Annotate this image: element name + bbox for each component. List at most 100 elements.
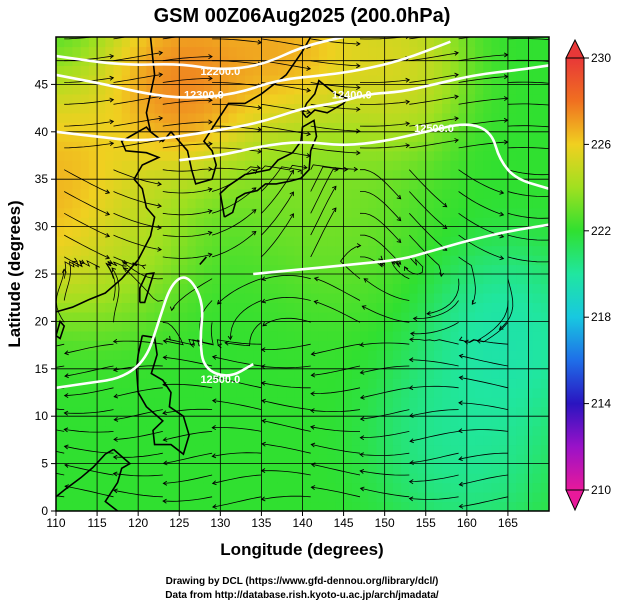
heat-cell — [327, 321, 336, 332]
heat-cell — [499, 302, 509, 313]
heat-cell — [384, 283, 394, 294]
streamline-arrow — [208, 75, 213, 81]
heat-cell — [499, 463, 509, 474]
heat-cell — [121, 492, 131, 503]
heat-cell — [236, 435, 246, 446]
heat-cell — [72, 160, 82, 171]
heat-cell — [540, 444, 549, 455]
heat-cell — [105, 349, 115, 360]
streamline-arrow — [207, 187, 213, 193]
heat-cell — [310, 454, 320, 465]
heat-cell — [466, 283, 476, 294]
streamline — [261, 343, 311, 350]
heat-cell — [466, 340, 476, 351]
heat-cell — [376, 416, 386, 427]
streamline-arrow — [553, 172, 557, 176]
heat-cell — [253, 463, 263, 474]
heat-cell — [540, 103, 549, 114]
heat-cell — [236, 444, 246, 455]
heat-cell — [203, 122, 213, 133]
heat-cell — [138, 236, 147, 247]
heat-cell — [450, 93, 460, 104]
heat-cell — [318, 112, 328, 123]
heat-cell — [64, 74, 74, 85]
heat-cell — [294, 84, 304, 95]
heat-cell — [286, 492, 295, 503]
heat-cell — [253, 473, 263, 484]
streamline — [262, 317, 311, 327]
heat-cell — [80, 169, 90, 180]
heat-cell — [302, 274, 312, 285]
heat-cell — [433, 141, 443, 152]
heat-cell — [491, 217, 501, 228]
heat-cell — [425, 226, 435, 237]
streamline — [360, 431, 410, 438]
heat-cell — [368, 340, 378, 351]
heat-cell — [351, 283, 361, 294]
heat-cell — [384, 302, 394, 313]
streamline-arrow — [157, 225, 162, 231]
streamline — [409, 213, 447, 251]
heat-cell — [516, 349, 525, 360]
heat-cell — [401, 207, 410, 218]
heat-cell — [171, 264, 180, 275]
heat-cell — [56, 454, 65, 465]
heat-cell — [286, 292, 295, 304]
streamline — [310, 166, 348, 192]
heat-cell — [458, 454, 468, 465]
heat-cell — [368, 302, 378, 313]
streamline — [212, 82, 262, 87]
heat-cell — [56, 74, 65, 85]
heat-cell — [335, 226, 345, 237]
heat-cell — [442, 368, 451, 379]
heat-cell — [351, 444, 361, 455]
heat-cell — [450, 283, 460, 294]
heat-cell — [203, 387, 213, 398]
heat-cell — [236, 416, 246, 427]
heat-cell — [236, 397, 246, 408]
heat-cell — [318, 416, 328, 427]
heat-cell — [302, 188, 312, 199]
streamline-arrow — [439, 272, 445, 278]
heat-cell — [384, 122, 394, 133]
heat-cell — [171, 416, 180, 427]
heat-cell — [302, 292, 312, 304]
heat-cell — [80, 131, 90, 142]
streamline — [162, 143, 213, 149]
streamline-arrow — [15, 466, 18, 470]
heat-cell — [532, 65, 542, 76]
heat-cell — [105, 141, 115, 152]
heat-cell — [162, 141, 172, 152]
heat-cell — [401, 425, 410, 436]
heat-cell — [129, 131, 139, 142]
heat-cell — [253, 302, 263, 313]
heat-cell — [261, 501, 271, 511]
heat-cell — [475, 179, 484, 190]
heat-cell — [376, 188, 386, 199]
heat-cell — [261, 150, 271, 161]
streamline-arrow — [306, 87, 312, 93]
heat-cell — [212, 112, 221, 123]
heat-cell — [466, 150, 476, 161]
heat-cell — [286, 226, 295, 237]
heat-cell — [466, 93, 476, 104]
heat-cell — [97, 435, 106, 446]
heat-cell — [384, 169, 394, 180]
x-tick-label-165: 165 — [498, 516, 518, 530]
heat-cell — [220, 112, 230, 123]
heat-cell — [442, 93, 451, 104]
heat-cell — [433, 292, 443, 304]
heat-cell — [516, 179, 525, 190]
heat-cell — [80, 217, 90, 228]
heat-cell — [236, 340, 246, 351]
heat-cell — [327, 368, 336, 379]
y-tick-label-35: 35 — [35, 172, 49, 186]
heat-cell — [368, 463, 378, 474]
heat-cell — [384, 217, 394, 228]
streamline-arrow — [111, 267, 117, 273]
heat-cell — [310, 368, 320, 379]
heat-cell — [97, 169, 106, 180]
streamline-arrow — [15, 494, 19, 498]
streamline-arrow — [409, 460, 414, 466]
heat-cell — [212, 425, 221, 436]
